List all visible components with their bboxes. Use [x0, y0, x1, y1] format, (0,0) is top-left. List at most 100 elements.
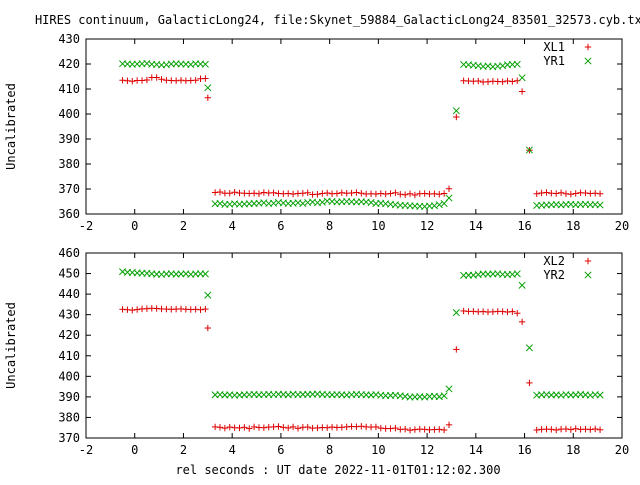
data-point	[406, 190, 414, 197]
data-point	[304, 189, 311, 196]
legend-marker	[584, 257, 592, 265]
data-point	[226, 423, 233, 431]
x-tick-label: 16	[517, 443, 531, 457]
data-point	[270, 189, 277, 196]
data-point	[401, 425, 409, 433]
data-point	[241, 424, 248, 431]
data-point	[255, 190, 263, 197]
data-point	[445, 421, 453, 429]
data-point	[518, 318, 526, 326]
data-point	[289, 423, 297, 431]
data-point	[572, 190, 579, 197]
y-axis-label: Uncalibrated	[4, 302, 18, 389]
legend-label: XL2	[543, 254, 565, 268]
data-point	[201, 270, 209, 278]
data-point	[475, 77, 482, 85]
legend-marker	[584, 271, 592, 279]
y-tick-label: 430	[58, 32, 80, 46]
data-point	[499, 78, 506, 85]
data-point	[543, 189, 550, 196]
y-tick-label: 390	[58, 390, 80, 404]
data-point	[557, 189, 565, 196]
legend-marker	[584, 57, 592, 65]
data-point	[596, 190, 604, 197]
y-tick-label: 410	[58, 349, 80, 363]
data-point	[216, 424, 224, 431]
data-point	[548, 426, 555, 433]
data-point	[452, 309, 460, 317]
data-point	[204, 84, 212, 92]
data-point	[440, 392, 448, 400]
data-point	[133, 306, 141, 313]
data-point	[445, 385, 453, 393]
x-axis-label: rel seconds : UT date 2022-11-01T01:12:0…	[175, 463, 500, 477]
legend-marker	[584, 43, 592, 51]
data-point	[587, 426, 594, 433]
data-point	[324, 189, 331, 197]
data-point	[216, 188, 224, 196]
data-point	[533, 426, 540, 434]
data-point	[221, 424, 229, 432]
series-xl1	[119, 74, 604, 199]
x-tick-label: 4	[229, 443, 236, 457]
chart-panels: -2 0 2 4 6 8 10 12 14 16 18 20360370380390400410420…	[4, 32, 629, 457]
data-point	[518, 281, 526, 289]
data-point	[453, 113, 460, 121]
data-point	[596, 426, 604, 433]
x-tick-label: 12	[420, 219, 434, 233]
x-tick-label: 14	[469, 443, 483, 457]
data-point	[314, 191, 321, 198]
data-point	[452, 107, 460, 115]
data-point	[153, 74, 160, 81]
data-point	[435, 201, 443, 209]
data-point	[513, 270, 521, 278]
data-point	[197, 306, 204, 313]
data-point	[453, 346, 460, 353]
data-point	[567, 426, 575, 433]
data-point	[596, 201, 604, 209]
x-tick-label: 18	[566, 219, 580, 233]
y-tick-label: 450	[58, 267, 80, 281]
data-point	[202, 75, 209, 82]
chart-title: HIRES continuum, GalacticLong24, file:Sk…	[35, 13, 640, 27]
data-point	[318, 198, 326, 206]
data-point	[445, 185, 453, 192]
data-point	[518, 88, 526, 95]
data-point	[436, 426, 443, 433]
data-point	[436, 191, 443, 198]
data-point	[553, 190, 560, 197]
data-point	[358, 190, 365, 197]
series-yr1	[118, 59, 604, 211]
x-tick-label: 2	[180, 219, 187, 233]
data-point	[401, 191, 409, 198]
data-point	[204, 94, 212, 101]
data-point	[204, 324, 212, 332]
y-tick-label: 380	[58, 410, 80, 424]
x-tick-label: 18	[566, 443, 580, 457]
data-point	[525, 344, 533, 352]
y-axis-label: Uncalibrated	[4, 83, 18, 170]
data-point	[192, 77, 199, 84]
data-point	[285, 424, 292, 432]
data-point	[275, 423, 282, 430]
data-point	[392, 189, 399, 196]
y-tick-label: 400	[58, 107, 80, 121]
data-point	[204, 291, 212, 299]
data-point	[387, 190, 394, 197]
data-point	[562, 425, 570, 433]
data-point	[260, 424, 268, 431]
data-point	[236, 424, 243, 432]
y-tick-label: 390	[58, 132, 80, 146]
data-point	[372, 423, 380, 431]
data-point	[129, 306, 136, 314]
data-point	[143, 76, 151, 84]
legend-label: YR2	[543, 268, 565, 282]
series-yr2	[118, 268, 604, 401]
data-point	[304, 423, 311, 431]
y-tick-label: 370	[58, 431, 80, 445]
x-tick-label: 20	[615, 219, 629, 233]
x-tick-label: 10	[371, 219, 385, 233]
y-tick-label: 360	[58, 207, 80, 221]
